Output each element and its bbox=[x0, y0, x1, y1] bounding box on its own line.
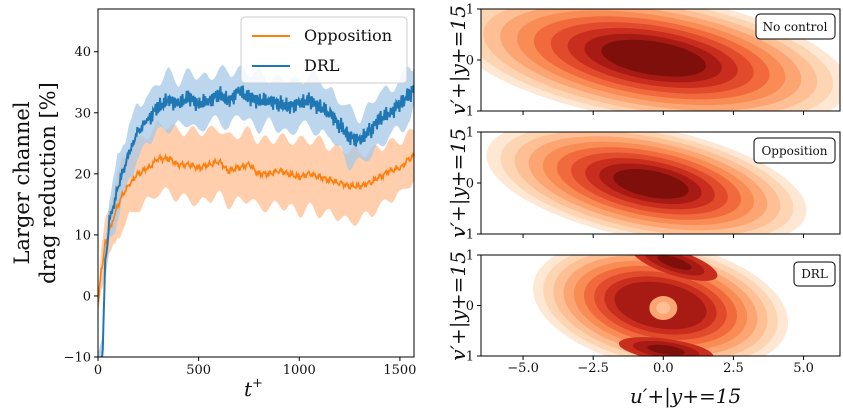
panel-label-no-control: No control bbox=[763, 20, 828, 34]
x-tick-label: 500 bbox=[186, 363, 211, 378]
contour-y-axis-label-1: v′+|y+=15 bbox=[446, 5, 471, 115]
contour-x-tick-label: −2.5 bbox=[577, 361, 609, 376]
contour-y-tick-label: −1 bbox=[455, 105, 474, 120]
y-tick-label: 20 bbox=[74, 167, 91, 182]
contour-panel-no-control: No control bbox=[480, 8, 841, 112]
contour-y-axis-label-3: v′+|y+=15 bbox=[446, 251, 471, 361]
contour-panel-opposition: Opposition bbox=[480, 131, 841, 235]
contour-y-tick-label: 0 bbox=[466, 299, 474, 314]
contour-x-tick-label: 0.0 bbox=[653, 361, 674, 376]
band-opposition bbox=[98, 120, 414, 309]
y-tick-label: −10 bbox=[64, 351, 91, 366]
contour-y-tick-label: 1 bbox=[466, 126, 474, 141]
x-axis-label: t+ bbox=[244, 376, 263, 401]
panel-label-opposition: Opposition bbox=[761, 144, 827, 158]
contour-y-tick-label: −1 bbox=[455, 228, 474, 243]
contour-x-tick-label: −5.0 bbox=[507, 361, 539, 376]
series-line-drl bbox=[101, 85, 414, 357]
contour-center-inner bbox=[656, 302, 671, 315]
legend: Opposition DRL bbox=[240, 16, 408, 84]
contour-panel-drl: DRL bbox=[480, 254, 841, 357]
contour-y-tick-label: 1 bbox=[466, 3, 474, 18]
contour-y-tick-label: 1 bbox=[466, 249, 474, 264]
panel-label-box bbox=[753, 137, 836, 164]
y-tick-label: 10 bbox=[74, 228, 91, 243]
contour-level bbox=[601, 39, 706, 77]
contour-x-tick-label: 5.0 bbox=[793, 361, 814, 376]
contour-x-axis-label: u′+|y+=15 bbox=[630, 384, 741, 409]
y-tick-label: 30 bbox=[74, 106, 91, 121]
contour-lobe bbox=[657, 255, 692, 270]
contour-y-tick-label: 0 bbox=[466, 177, 474, 192]
contour-y-tick-label: 0 bbox=[466, 54, 474, 69]
panel-label-drl: DRL bbox=[801, 267, 828, 281]
legend-label-drl: DRL bbox=[304, 56, 340, 75]
plot-frame bbox=[97, 8, 415, 358]
svg-text:drag reduction [%]: drag reduction [%] bbox=[36, 82, 60, 284]
y-tick-label: 0 bbox=[83, 289, 91, 304]
series-line-opposition bbox=[98, 152, 414, 303]
x-tick-label: 0 bbox=[94, 363, 102, 378]
legend-label-opposition: Opposition bbox=[304, 26, 392, 45]
x-tick-label: 1000 bbox=[283, 363, 316, 378]
panel-label-box bbox=[793, 261, 836, 287]
svg-text:Larger channel: Larger channel bbox=[10, 101, 34, 264]
contour-y-axis-label-2: v′+|y+=15 bbox=[446, 128, 471, 238]
x-tick-label: 1500 bbox=[383, 363, 416, 378]
contour-level bbox=[613, 169, 689, 199]
y-axis-label: Larger channel drag reduction [%] bbox=[10, 82, 60, 284]
contour-lobe bbox=[647, 344, 686, 356]
band-drl bbox=[98, 65, 414, 357]
contour-y-tick-label: −1 bbox=[455, 350, 474, 365]
panel-label-box bbox=[755, 13, 836, 40]
contour-x-tick-label: 2.5 bbox=[723, 361, 744, 376]
y-tick-label: 40 bbox=[74, 45, 91, 60]
